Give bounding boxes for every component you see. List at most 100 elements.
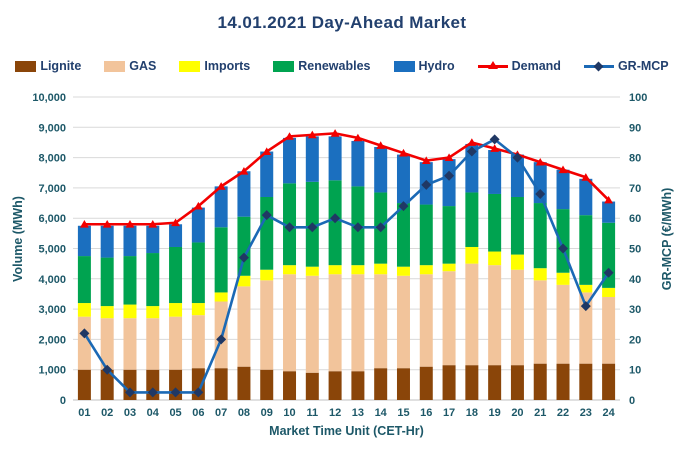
bar-segment-imports [260,269,274,281]
bar-segment-hydro [396,154,410,204]
right-tick-label: 50 [629,244,641,256]
bar-stack-hour-08 [237,171,251,400]
x-tick-label: 12 [329,407,341,419]
bar-stack-hour-18 [465,143,479,400]
legend-label: Imports [204,59,251,73]
left-tick-label: 4,000 [38,274,66,286]
bar-segment-imports [328,265,342,275]
bar-segment-renewables [579,215,593,285]
gr-mcp-marker-diamond [307,222,318,233]
x-tick-label: 05 [169,407,181,419]
gr-mcp-marker-diamond [284,222,295,233]
x-tick-label: 11 [306,407,318,419]
bar-segment-lignite [100,369,114,400]
bar-segment-renewables [191,242,205,304]
bar-segment-renewables [419,204,433,266]
bar-segment-gas [419,274,433,367]
bar-segment-gas [237,286,251,367]
right-tick-label: 10 [629,365,641,377]
bar-segment-hydro [214,186,228,228]
bar-segment-lignite [465,365,479,400]
bar-segment-gas [351,274,365,372]
bar-segment-gas [396,275,410,369]
bar-segment-gas [442,271,456,366]
bar-segment-gas [602,296,616,364]
bar-segment-hydro [283,137,297,184]
x-axis-ticks: 01 02 03 04 05 06 07 08 09 10 11 12 13 14 15 16 17 18 19 20… [78,407,615,419]
demand-marker-triangle [353,133,363,142]
bar-segment-gas [374,274,388,369]
bar-stack-hour-01 [77,225,91,400]
demand-marker-triangle [102,220,112,228]
gr-mcp-marker-diamond [398,201,409,212]
bar-segment-hydro [579,178,593,216]
bar-segment-gas [283,274,297,372]
bar-segment-lignite [602,363,616,400]
bar-segment-lignite [237,366,251,400]
bar-segment-renewables [396,203,410,267]
bar-segment-gas [579,292,593,364]
bar-stack-hour-12 [328,136,342,400]
right-tick-label: 30 [629,304,641,316]
bar-segment-lignite [283,371,297,400]
demand-marker-triangle [467,138,477,146]
bar-segment-gas [556,284,570,364]
left-tick-label: 8,000 [38,153,66,165]
bar-segment-gas [328,274,342,372]
gr-mcp-marker-diamond [216,334,227,345]
left-tick-label: 10,000 [32,92,66,104]
bar-segment-renewables [533,203,547,269]
legend-label: Demand [511,59,561,73]
bar-segment-hydro [169,224,183,247]
bar-segment-hydro [77,225,91,257]
x-tick-label: 08 [238,407,250,419]
x-tick-label: 10 [283,407,295,419]
bar-segment-imports [100,306,114,319]
bar-segment-hydro [602,201,616,223]
bar-segment-renewables [77,256,91,304]
right-tick-label: 100 [629,92,647,104]
gr-mcp-marker-diamond [193,387,204,398]
bar-stack-hour-24 [602,201,616,400]
legend-item-renewables: Renewables [273,59,371,73]
gr-mcp-marker-diamond [170,387,181,398]
bar-segment-lignite [556,363,570,400]
gr-mcp-marker-diamond [558,243,569,254]
x-tick-label: 23 [580,407,592,419]
bar-segment-renewables [442,206,456,264]
bar-segment-imports [510,254,524,270]
bar-segment-lignite [305,372,319,400]
bar-segment-hydro [237,171,251,217]
bar-stack-hour-19 [488,150,502,400]
bar-segment-gas [305,275,319,373]
demand-marker-triangle [262,147,272,155]
bar-stack-hour-14 [374,146,388,400]
legend-item-hydro: Hydro [393,59,455,73]
bar-segment-imports [351,265,365,275]
x-tick-label: 06 [192,407,204,419]
bar-segment-renewables [123,256,137,305]
gr-mcp-marker-diamond [261,210,272,221]
bar-segment-renewables [214,227,228,293]
gr-mcp-marker-diamond [535,188,546,199]
lignite-swatch-icon [15,60,37,72]
bar-segment-imports [442,263,456,272]
bar-segment-gas [510,269,524,366]
bar-segment-lignite [328,371,342,400]
gr-mcp-marker-diamond [147,387,158,398]
bar-segment-lignite [396,368,410,400]
legend-item-gas: GAS [104,59,156,73]
x-tick-label: 03 [124,407,136,419]
bar-segment-renewables [260,196,274,270]
x-tick-label: 15 [397,407,409,419]
x-tick-label: 24 [602,407,615,419]
legend-label: GAS [129,59,157,73]
demand-polyline [84,132,610,226]
hydro-swatch-icon [393,60,415,72]
renewables-swatch-icon [273,60,295,72]
bar-segment-imports [465,246,479,264]
gr-mcp-marker-diamond [603,267,614,278]
left-tick-label: 0 [60,395,66,407]
bar-segment-hydro [123,225,137,257]
bar-stack-hour-21 [533,162,547,400]
